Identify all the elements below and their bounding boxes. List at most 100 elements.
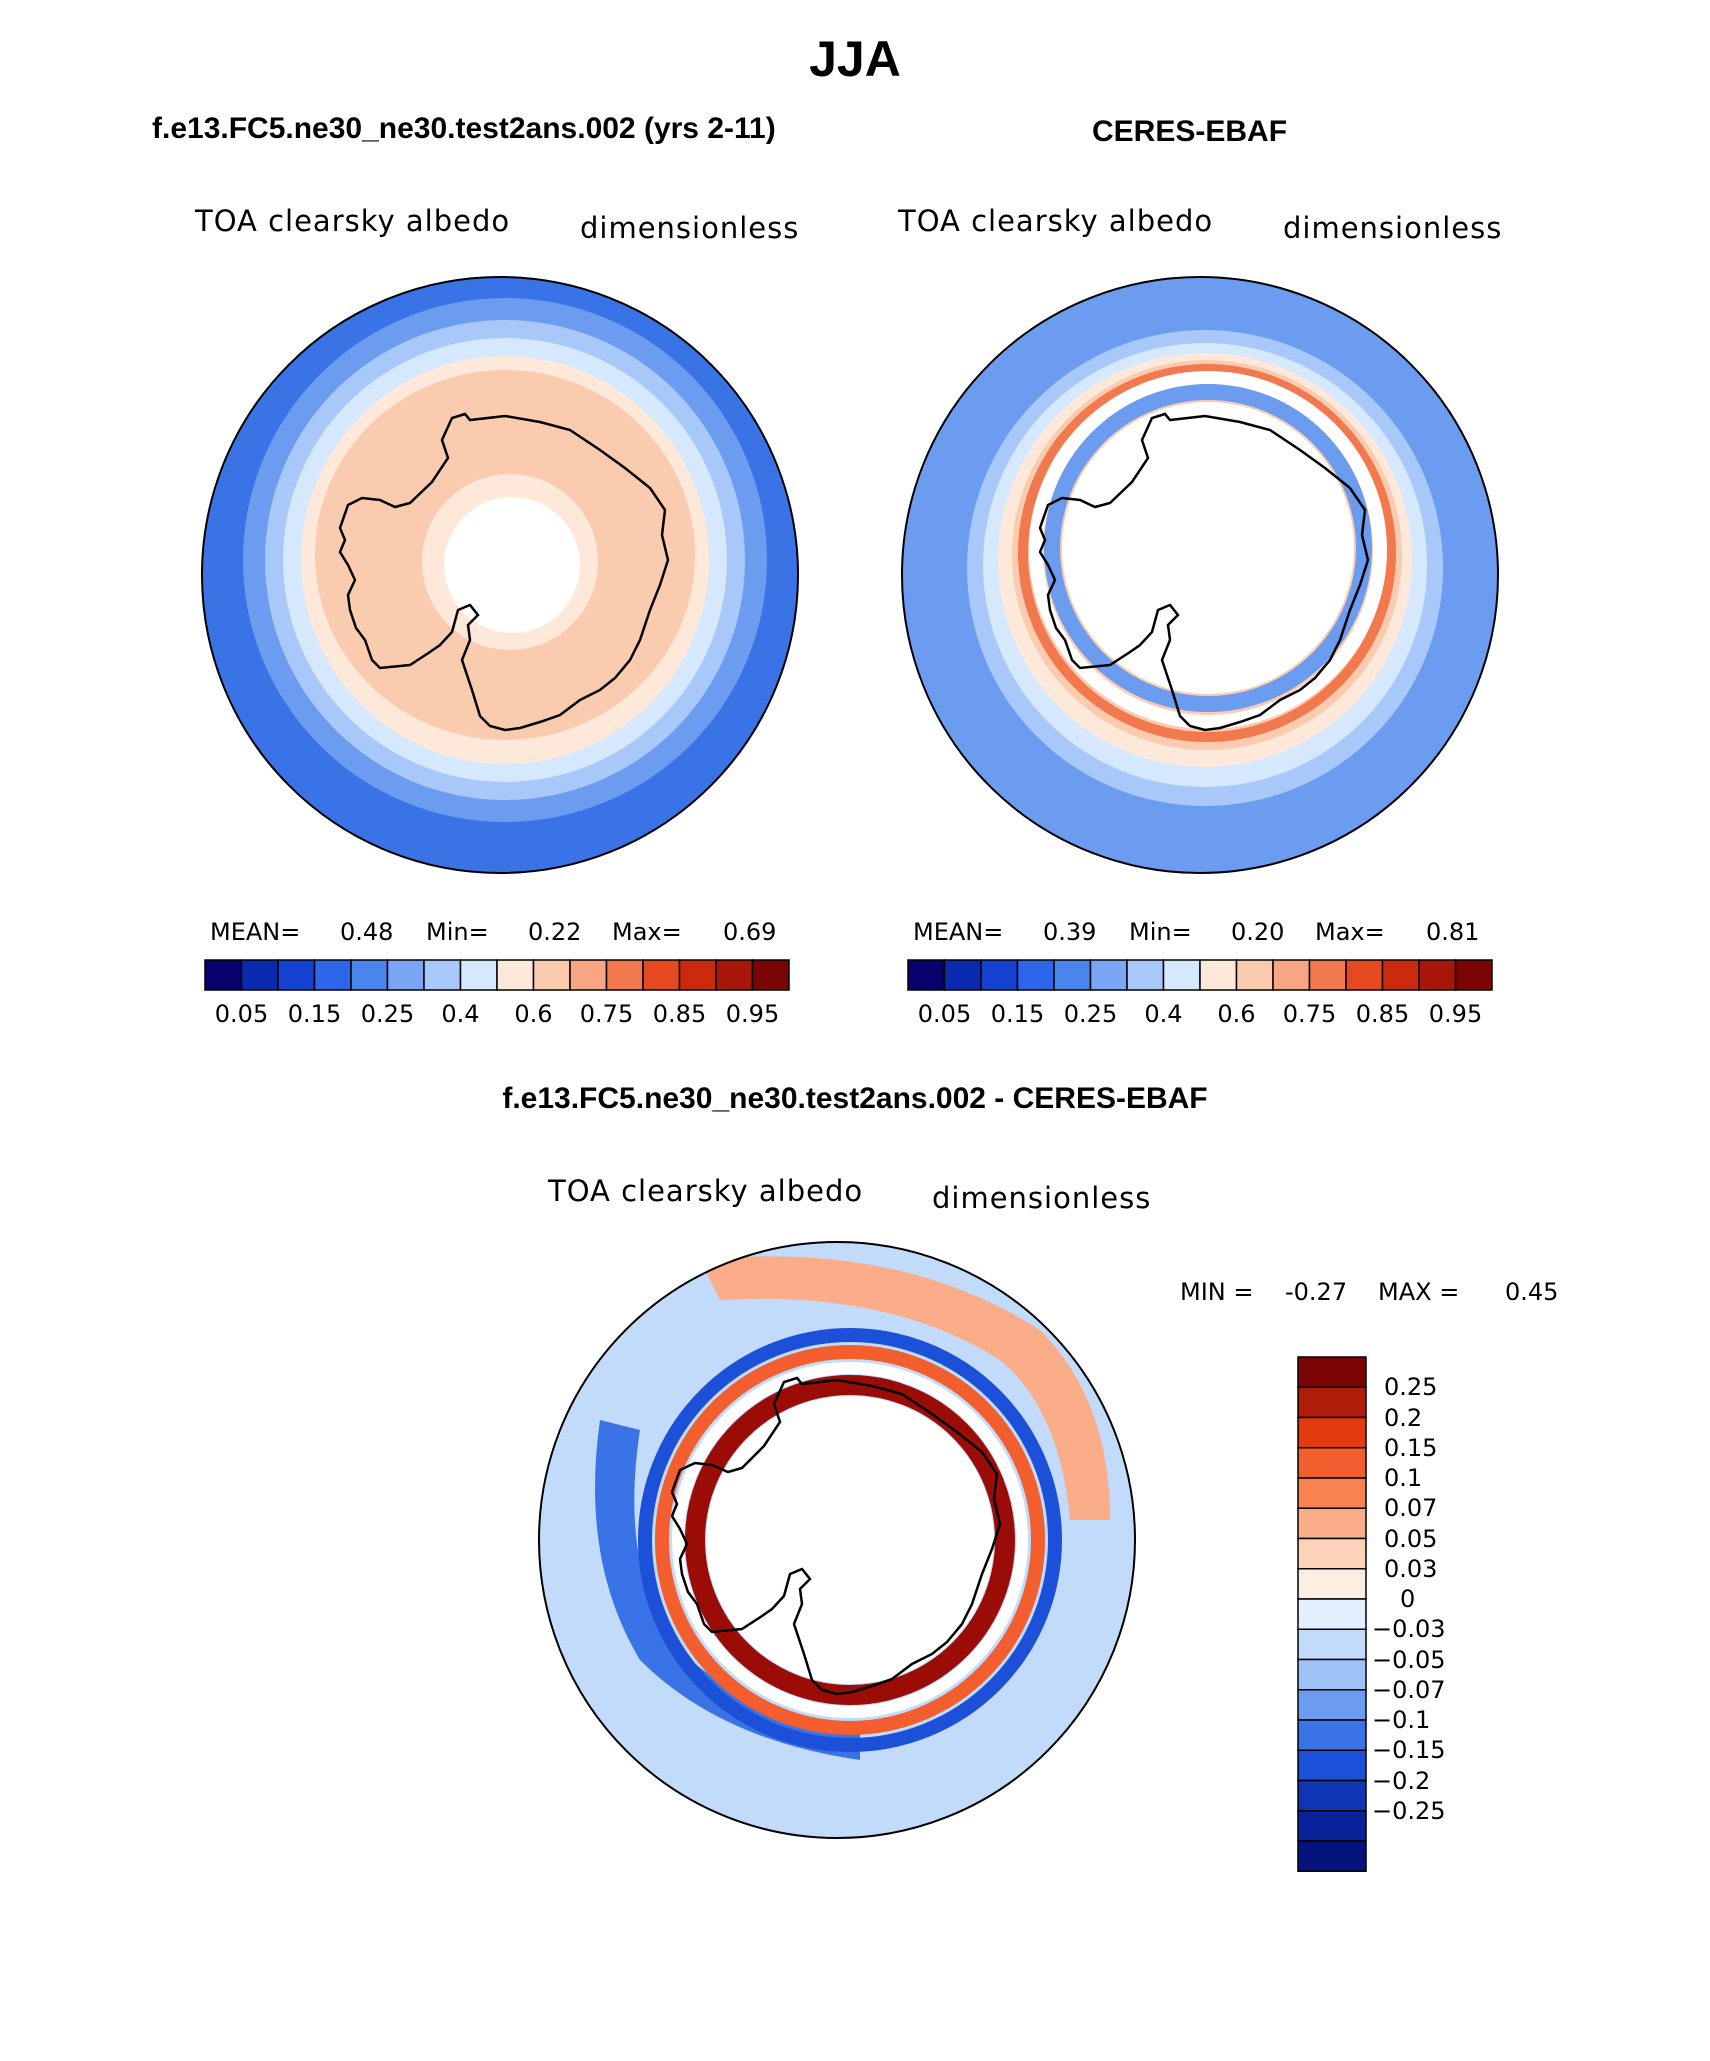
p3-dark-red-ring	[685, 1375, 1015, 1705]
p2-colorbar-swatch-10	[1272, 959, 1311, 991]
p1-colorbar-swatch-15	[751, 959, 790, 991]
p2-colorbar-swatch-14	[1418, 959, 1457, 991]
p2-colorbar-swatch-12	[1345, 959, 1384, 991]
p3-colorbar-label-13: −0.2	[1372, 1766, 1431, 1795]
panel3-variable-label: TOA clearsky albedo	[548, 1174, 864, 1208]
p2-colorbar-swatch-5	[1089, 959, 1128, 991]
p3-colorbar-label-3: 0.1	[1384, 1464, 1423, 1492]
p3-colorbar-swatch-4	[1297, 1477, 1367, 1509]
p3-colorbar-swatch-2	[1297, 1416, 1367, 1449]
p1-colorbar-swatch-6	[423, 959, 462, 991]
p3-colorbar-label-2: 0.15	[1384, 1433, 1438, 1462]
panel3-antarctica-coastline	[670, 1376, 1002, 1696]
p3-colorbar-swatch-3	[1297, 1447, 1367, 1479]
panel2-colorbar	[907, 959, 1493, 991]
p2-colorbar-swatch-3	[1016, 959, 1055, 991]
panel2-variable-label: TOA clearsky albedo	[898, 204, 1214, 238]
p2-colorbar-swatch-4	[1053, 959, 1092, 991]
panel3-map	[539, 1242, 1135, 1838]
p1-colorbar-swatch-14	[715, 959, 754, 991]
p3-colorbar-swatch-14	[1297, 1779, 1367, 1812]
p3-colorbar-swatch-9	[1297, 1628, 1367, 1661]
p1-colorbar-label-2: 0.25	[360, 1000, 415, 1028]
p3-colorbar-label-5: 0.05	[1384, 1524, 1438, 1553]
p2-colorbar-swatch-15	[1454, 959, 1493, 991]
figure-title: JJA	[809, 31, 901, 87]
p2-colorbar-swatch-11	[1308, 959, 1347, 991]
p3-colorbar-label-10: −0.07	[1372, 1675, 1446, 1704]
panel1-min-value: 0.22	[528, 918, 582, 946]
p1-colorbar-swatch-5	[386, 959, 425, 991]
panel1-mean-label: MEAN=	[210, 918, 301, 946]
p3-colorbar-swatch-8	[1297, 1598, 1367, 1630]
p1-colorbar-swatch-10	[569, 959, 608, 991]
p3-inner-white	[706, 1396, 994, 1684]
p2-colorbar-swatch-9	[1235, 959, 1274, 991]
panel1-heading: f.e13.FC5.ne30_ne30.test2ans.002 (yrs 2-…	[152, 112, 776, 145]
p1-colorbar-swatch-3	[313, 959, 352, 991]
p2-colorbar-label-6: 0.85	[1355, 1000, 1410, 1028]
p1-colorbar-swatch-7	[459, 959, 498, 991]
p3-colorbar-swatch-13	[1297, 1749, 1367, 1782]
p1-colorbar-swatch-2	[277, 959, 316, 991]
p3-white-ring	[672, 1362, 1028, 1718]
p2-colorbar-label-3: 0.4	[1144, 1000, 1183, 1028]
p3-colorbar-swatch-12	[1297, 1719, 1367, 1751]
panel2-map-border	[901, 276, 1499, 874]
p3-colorbar-swatch-5	[1297, 1507, 1367, 1540]
p3-colorbar-swatch-7	[1297, 1568, 1367, 1600]
panel2-min-value: 0.20	[1231, 918, 1285, 946]
panel3-map-border	[538, 1241, 1136, 1839]
p2-colorbar-label-5: 0.75	[1282, 1000, 1337, 1028]
p2-colorbar-swatch-8	[1199, 959, 1238, 991]
p3-blue-west-band	[595, 1420, 860, 1760]
panel1-max-value: 0.69	[723, 918, 777, 946]
p3-colorbar-label-1: 0.2	[1384, 1403, 1423, 1432]
p1-colorbar-label-0: 0.05	[214, 1000, 269, 1028]
p3-colorbar-swatch-11	[1297, 1689, 1367, 1721]
p3-colorbar-label-7: 0	[1400, 1585, 1416, 1613]
p2-colorbar-swatch-2	[980, 959, 1019, 991]
p3-colorbar-label-14: −0.25	[1372, 1796, 1446, 1825]
p3-colorbar-label-4: 0.07	[1384, 1494, 1438, 1523]
p1-colorbar-label-4: 0.6	[514, 1000, 553, 1028]
p2-colorbar-swatch-0	[907, 959, 946, 991]
p3-colorbar-swatch-1	[1297, 1386, 1367, 1419]
p1-colorbar-swatch-1	[240, 959, 279, 991]
panel2-min-label: Min=	[1129, 918, 1192, 946]
panel3-min-label: MIN =	[1180, 1278, 1254, 1306]
p3-colorbar-label-8: −0.03	[1372, 1615, 1446, 1644]
p3-colorbar-swatch-6	[1297, 1537, 1367, 1570]
p1-colorbar-label-3: 0.4	[441, 1000, 480, 1028]
p1-colorbar-swatch-12	[642, 959, 681, 991]
p2-colorbar-swatch-1	[943, 959, 982, 991]
p1-colorbar-label-7: 0.95	[725, 1000, 780, 1028]
panel1-map	[202, 277, 798, 873]
panel1-mean-value: 0.48	[340, 918, 394, 946]
p1-colorbar-label-6: 0.85	[652, 1000, 707, 1028]
p3-colorbar-swatch-15	[1297, 1810, 1367, 1842]
p3-colorbar-label-12: −0.15	[1372, 1736, 1446, 1765]
panel2-max-label: Max=	[1315, 918, 1385, 946]
panel1-min-label: Min=	[426, 918, 489, 946]
p3-warm-northeast-band	[700, 1256, 1110, 1520]
p3-colorbar-swatch-0	[1297, 1356, 1367, 1388]
p3-colorbar-label-0: 0.25	[1384, 1373, 1438, 1402]
p1-pole-white	[444, 497, 580, 633]
panel3-max-label: MAX =	[1378, 1278, 1460, 1306]
panel2-antarctica-coastline	[1038, 412, 1370, 732]
p3-warm-ring	[655, 1345, 1045, 1735]
p2-colorbar-label-7: 0.95	[1428, 1000, 1483, 1028]
p1-colorbar-label-5: 0.75	[579, 1000, 634, 1028]
panel2-heading: CERES-EBAF	[1092, 115, 1288, 148]
panel2-units-label: dimensionless	[1283, 211, 1503, 245]
p2-warm-ring	[1018, 364, 1396, 742]
p3-colorbar-label-6: 0.03	[1384, 1554, 1438, 1583]
panel1-max-label: Max=	[612, 918, 682, 946]
p3-colorbar-label-11: −0.1	[1372, 1706, 1431, 1734]
panel2-mean-label: MEAN=	[913, 918, 1004, 946]
p3-colorbar-swatch-10	[1297, 1658, 1367, 1691]
panel1-antarctica-coastline	[338, 412, 670, 732]
panel2-max-value: 0.81	[1426, 918, 1480, 946]
